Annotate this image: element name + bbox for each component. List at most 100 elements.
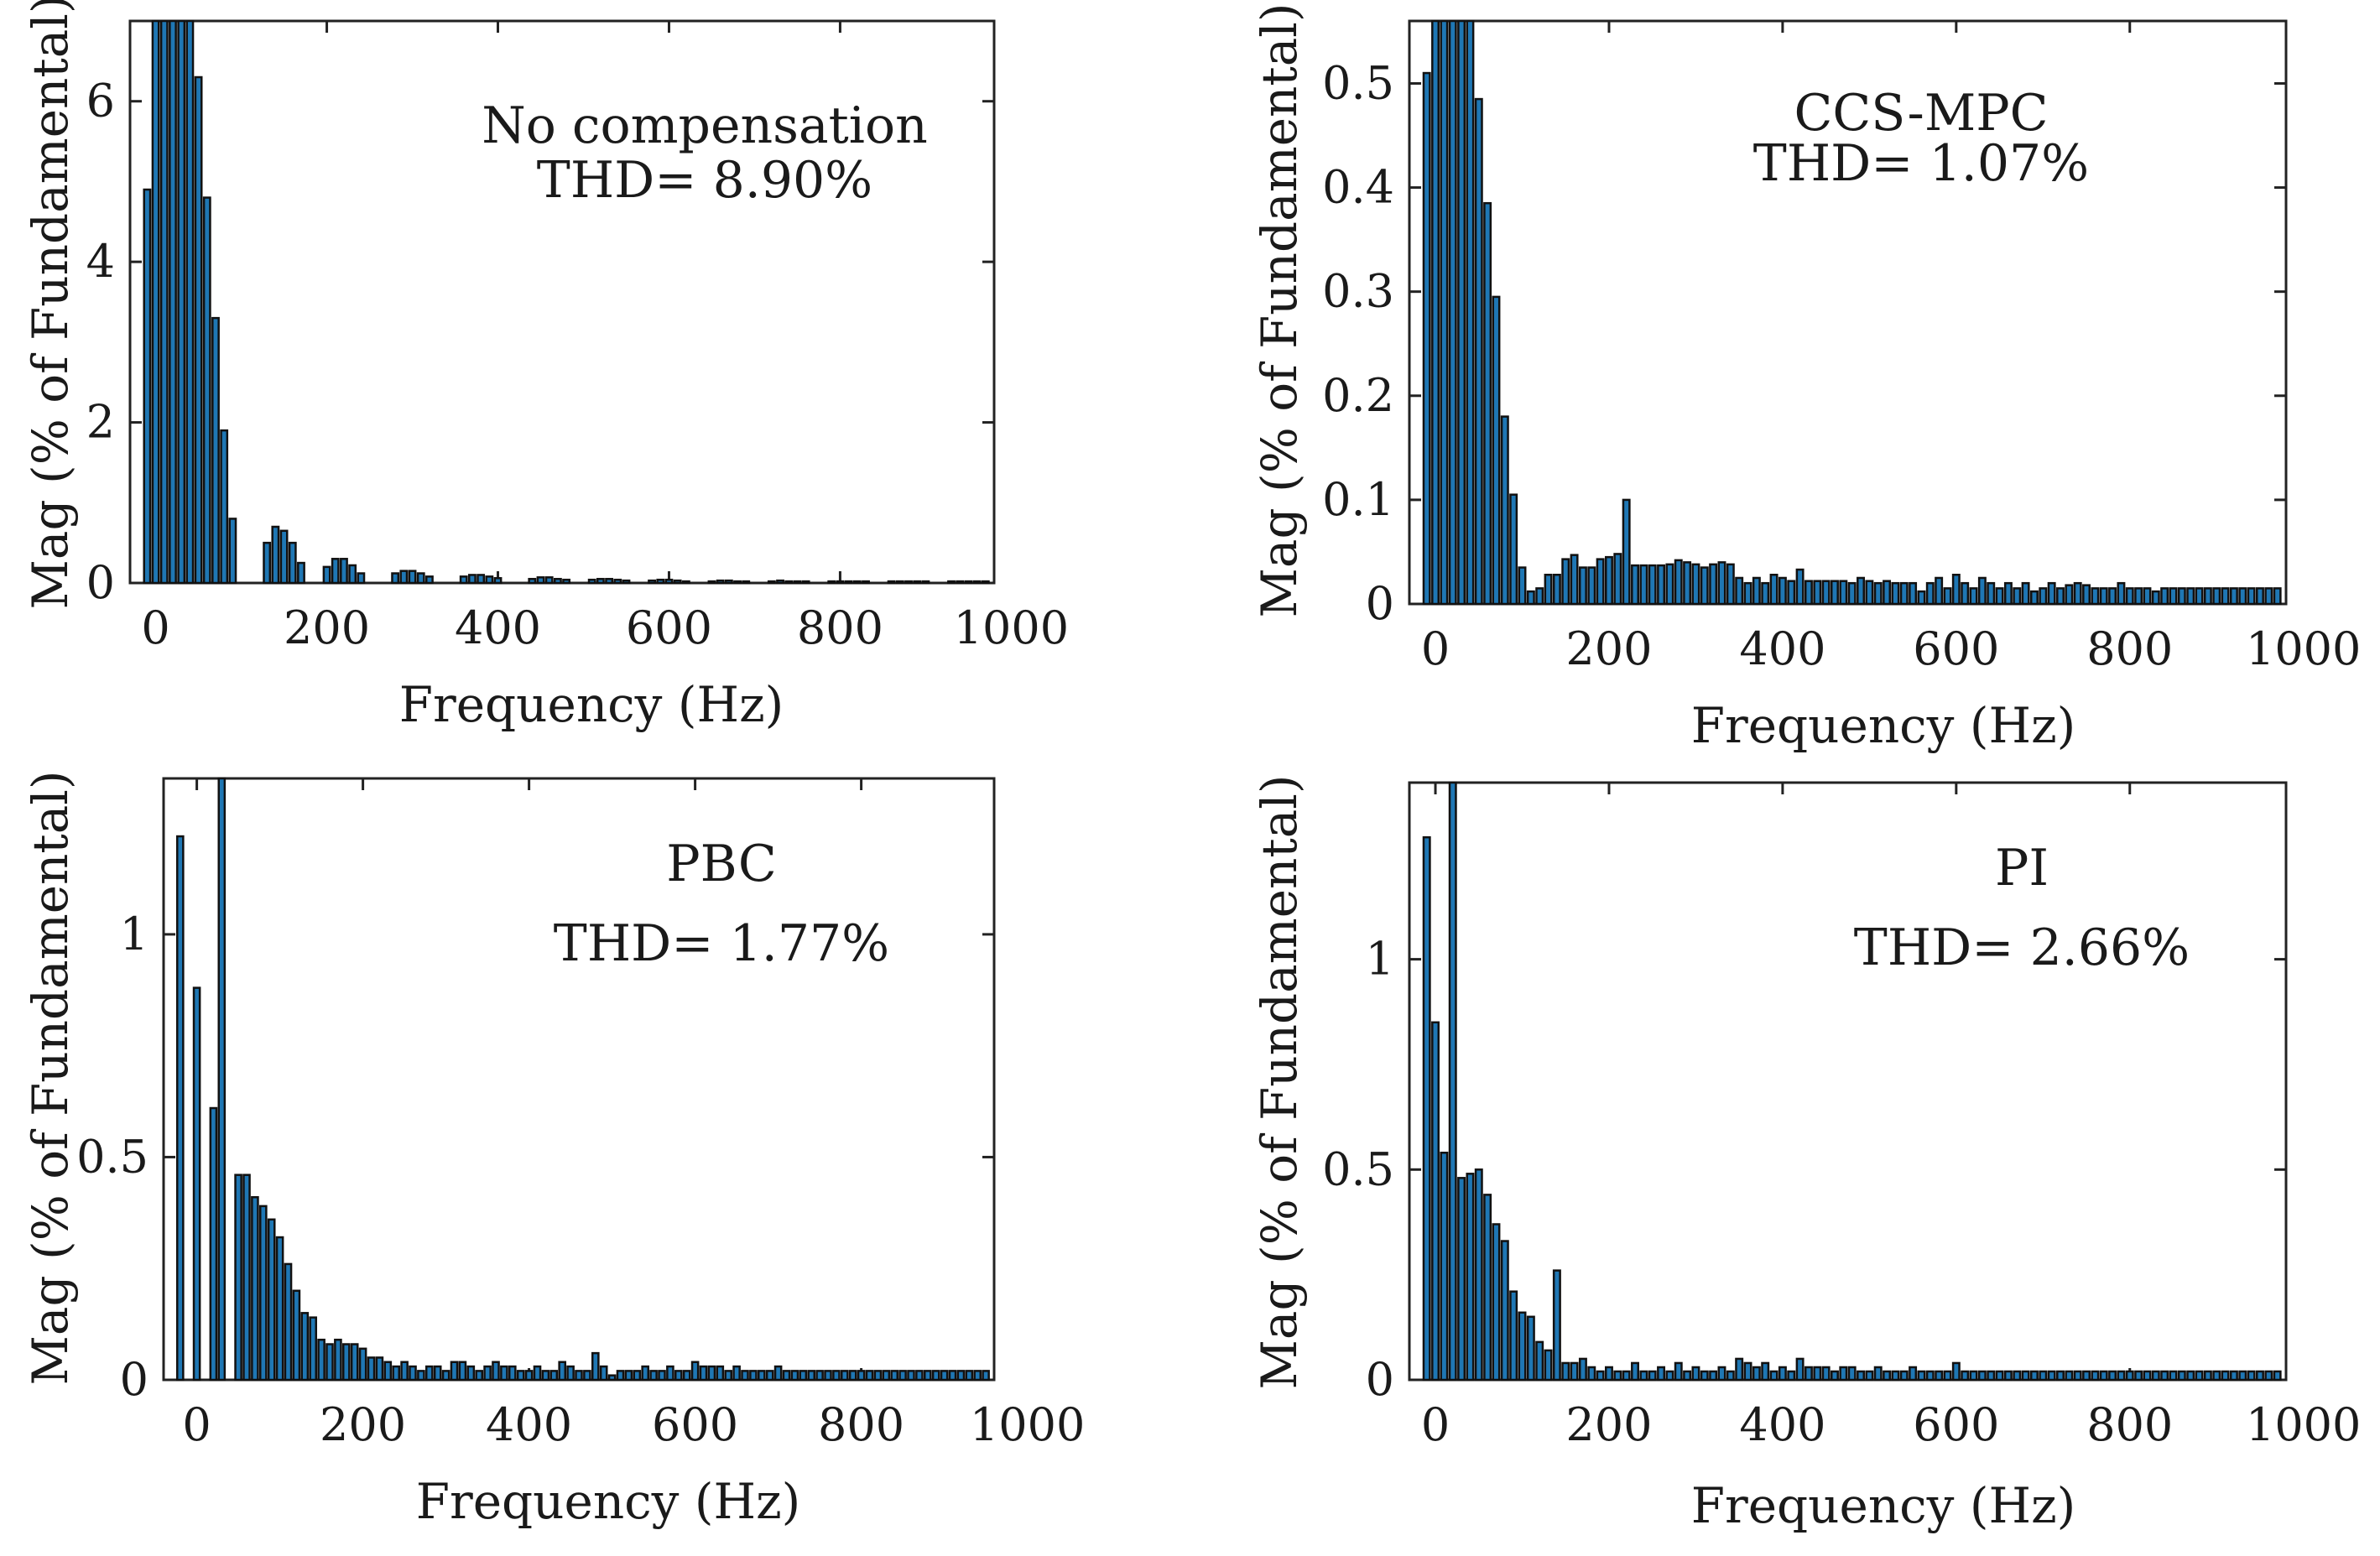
y-tick-label: 1 <box>1366 933 1394 986</box>
bar <box>1544 574 1553 606</box>
bar <box>331 558 340 585</box>
bar <box>433 1365 442 1382</box>
bar <box>1552 1269 1561 1382</box>
bar <box>921 580 930 585</box>
bar <box>757 1370 766 1382</box>
bar <box>1639 564 1648 606</box>
bar <box>466 1365 476 1382</box>
bar <box>1648 1370 1657 1382</box>
bar <box>279 529 289 585</box>
bar <box>263 541 272 585</box>
x-tick-label: 200 <box>320 1398 406 1451</box>
bar <box>159 19 169 585</box>
x-tick-label: 1000 <box>2246 622 2361 675</box>
x-tick-label: 400 <box>1739 1398 1825 1451</box>
bar <box>1969 1370 1978 1382</box>
bar <box>656 578 665 585</box>
bar <box>1518 1311 1527 1382</box>
bar <box>2177 587 2186 606</box>
bar <box>1561 558 1570 606</box>
bar <box>1865 580 1874 606</box>
bar <box>2247 587 2256 606</box>
bar <box>459 575 468 585</box>
bar <box>220 429 229 585</box>
bar <box>2056 1370 2065 1382</box>
bar <box>956 1370 966 1382</box>
bar <box>2255 587 2264 606</box>
bar <box>1578 566 1587 606</box>
bar <box>1691 563 1700 606</box>
bar <box>2065 584 2074 606</box>
bar <box>1951 574 1961 606</box>
y-tick-label: 0 <box>1366 1353 1394 1406</box>
y-tick-label: 0 <box>86 556 115 609</box>
bar <box>865 1370 874 1382</box>
bar <box>1735 576 1744 606</box>
y-tick-label: 0.5 <box>1322 56 1394 109</box>
bar <box>1769 574 1778 606</box>
bar <box>1587 566 1596 606</box>
bar <box>1925 581 1935 606</box>
bar <box>2221 587 2230 606</box>
bar <box>1804 580 1813 606</box>
bar <box>1639 1370 1648 1382</box>
bar <box>1917 1370 1926 1382</box>
chart-panel-pi: PI THD= 2.66% Frequency (Hz) Mag (% of F… <box>1251 775 2361 1534</box>
bar <box>848 1370 857 1382</box>
bar <box>251 1195 259 1382</box>
bar <box>1509 1290 1518 1382</box>
bar <box>549 1370 559 1382</box>
x-axis-label: Frequency (Hz) <box>1691 697 2076 754</box>
bar <box>2039 1370 2048 1382</box>
bar <box>325 1343 334 1382</box>
bar <box>591 1351 600 1382</box>
bar <box>284 1262 293 1382</box>
bar <box>1752 1366 1761 1382</box>
y-tick-label: 6 <box>86 75 115 127</box>
bar <box>1717 1366 1726 1382</box>
bar <box>2029 590 2039 606</box>
y-tick-label: 0 <box>120 1353 148 1406</box>
bar <box>553 577 562 585</box>
bar <box>724 1370 733 1382</box>
x-tick-label: 600 <box>1913 1398 1999 1451</box>
bar <box>1969 587 1978 606</box>
bar <box>192 986 201 1382</box>
bar <box>1492 295 1501 606</box>
bar <box>1709 563 1718 606</box>
bar <box>1422 71 1431 606</box>
bar <box>972 580 982 585</box>
x-tick-label: 0 <box>182 1398 211 1451</box>
bar <box>940 1370 949 1382</box>
bar <box>508 1365 517 1382</box>
x-tick-label: 800 <box>2086 1398 2173 1451</box>
bar <box>776 579 784 585</box>
chart-panel-ccs-mpc: CCS-MPC THD= 1.07% Frequency (Hz) Mag (%… <box>1251 3 2361 754</box>
bar <box>493 577 503 585</box>
bar <box>1883 1370 1892 1382</box>
bar <box>1839 580 1848 606</box>
bar <box>2099 587 2108 606</box>
bar <box>541 1370 550 1382</box>
bar <box>1570 1361 1579 1382</box>
bar <box>1700 566 1709 606</box>
bar-group <box>175 777 990 1382</box>
bar <box>2221 1370 2230 1382</box>
bar <box>297 561 305 585</box>
bar <box>475 1370 484 1382</box>
bar <box>1709 1370 1718 1382</box>
bar <box>1483 1194 1492 1382</box>
bar <box>169 19 177 585</box>
bar <box>1847 581 1857 606</box>
bar <box>1977 1370 1987 1382</box>
bar <box>1518 566 1527 606</box>
bar <box>2169 587 2178 606</box>
bar <box>1726 563 1735 606</box>
tick-group <box>1409 783 2286 1382</box>
bar <box>931 1370 940 1382</box>
bar <box>674 1370 683 1382</box>
bar <box>923 1370 932 1382</box>
bar <box>915 1370 924 1382</box>
bar <box>399 570 409 585</box>
bar <box>1422 835 1431 1382</box>
